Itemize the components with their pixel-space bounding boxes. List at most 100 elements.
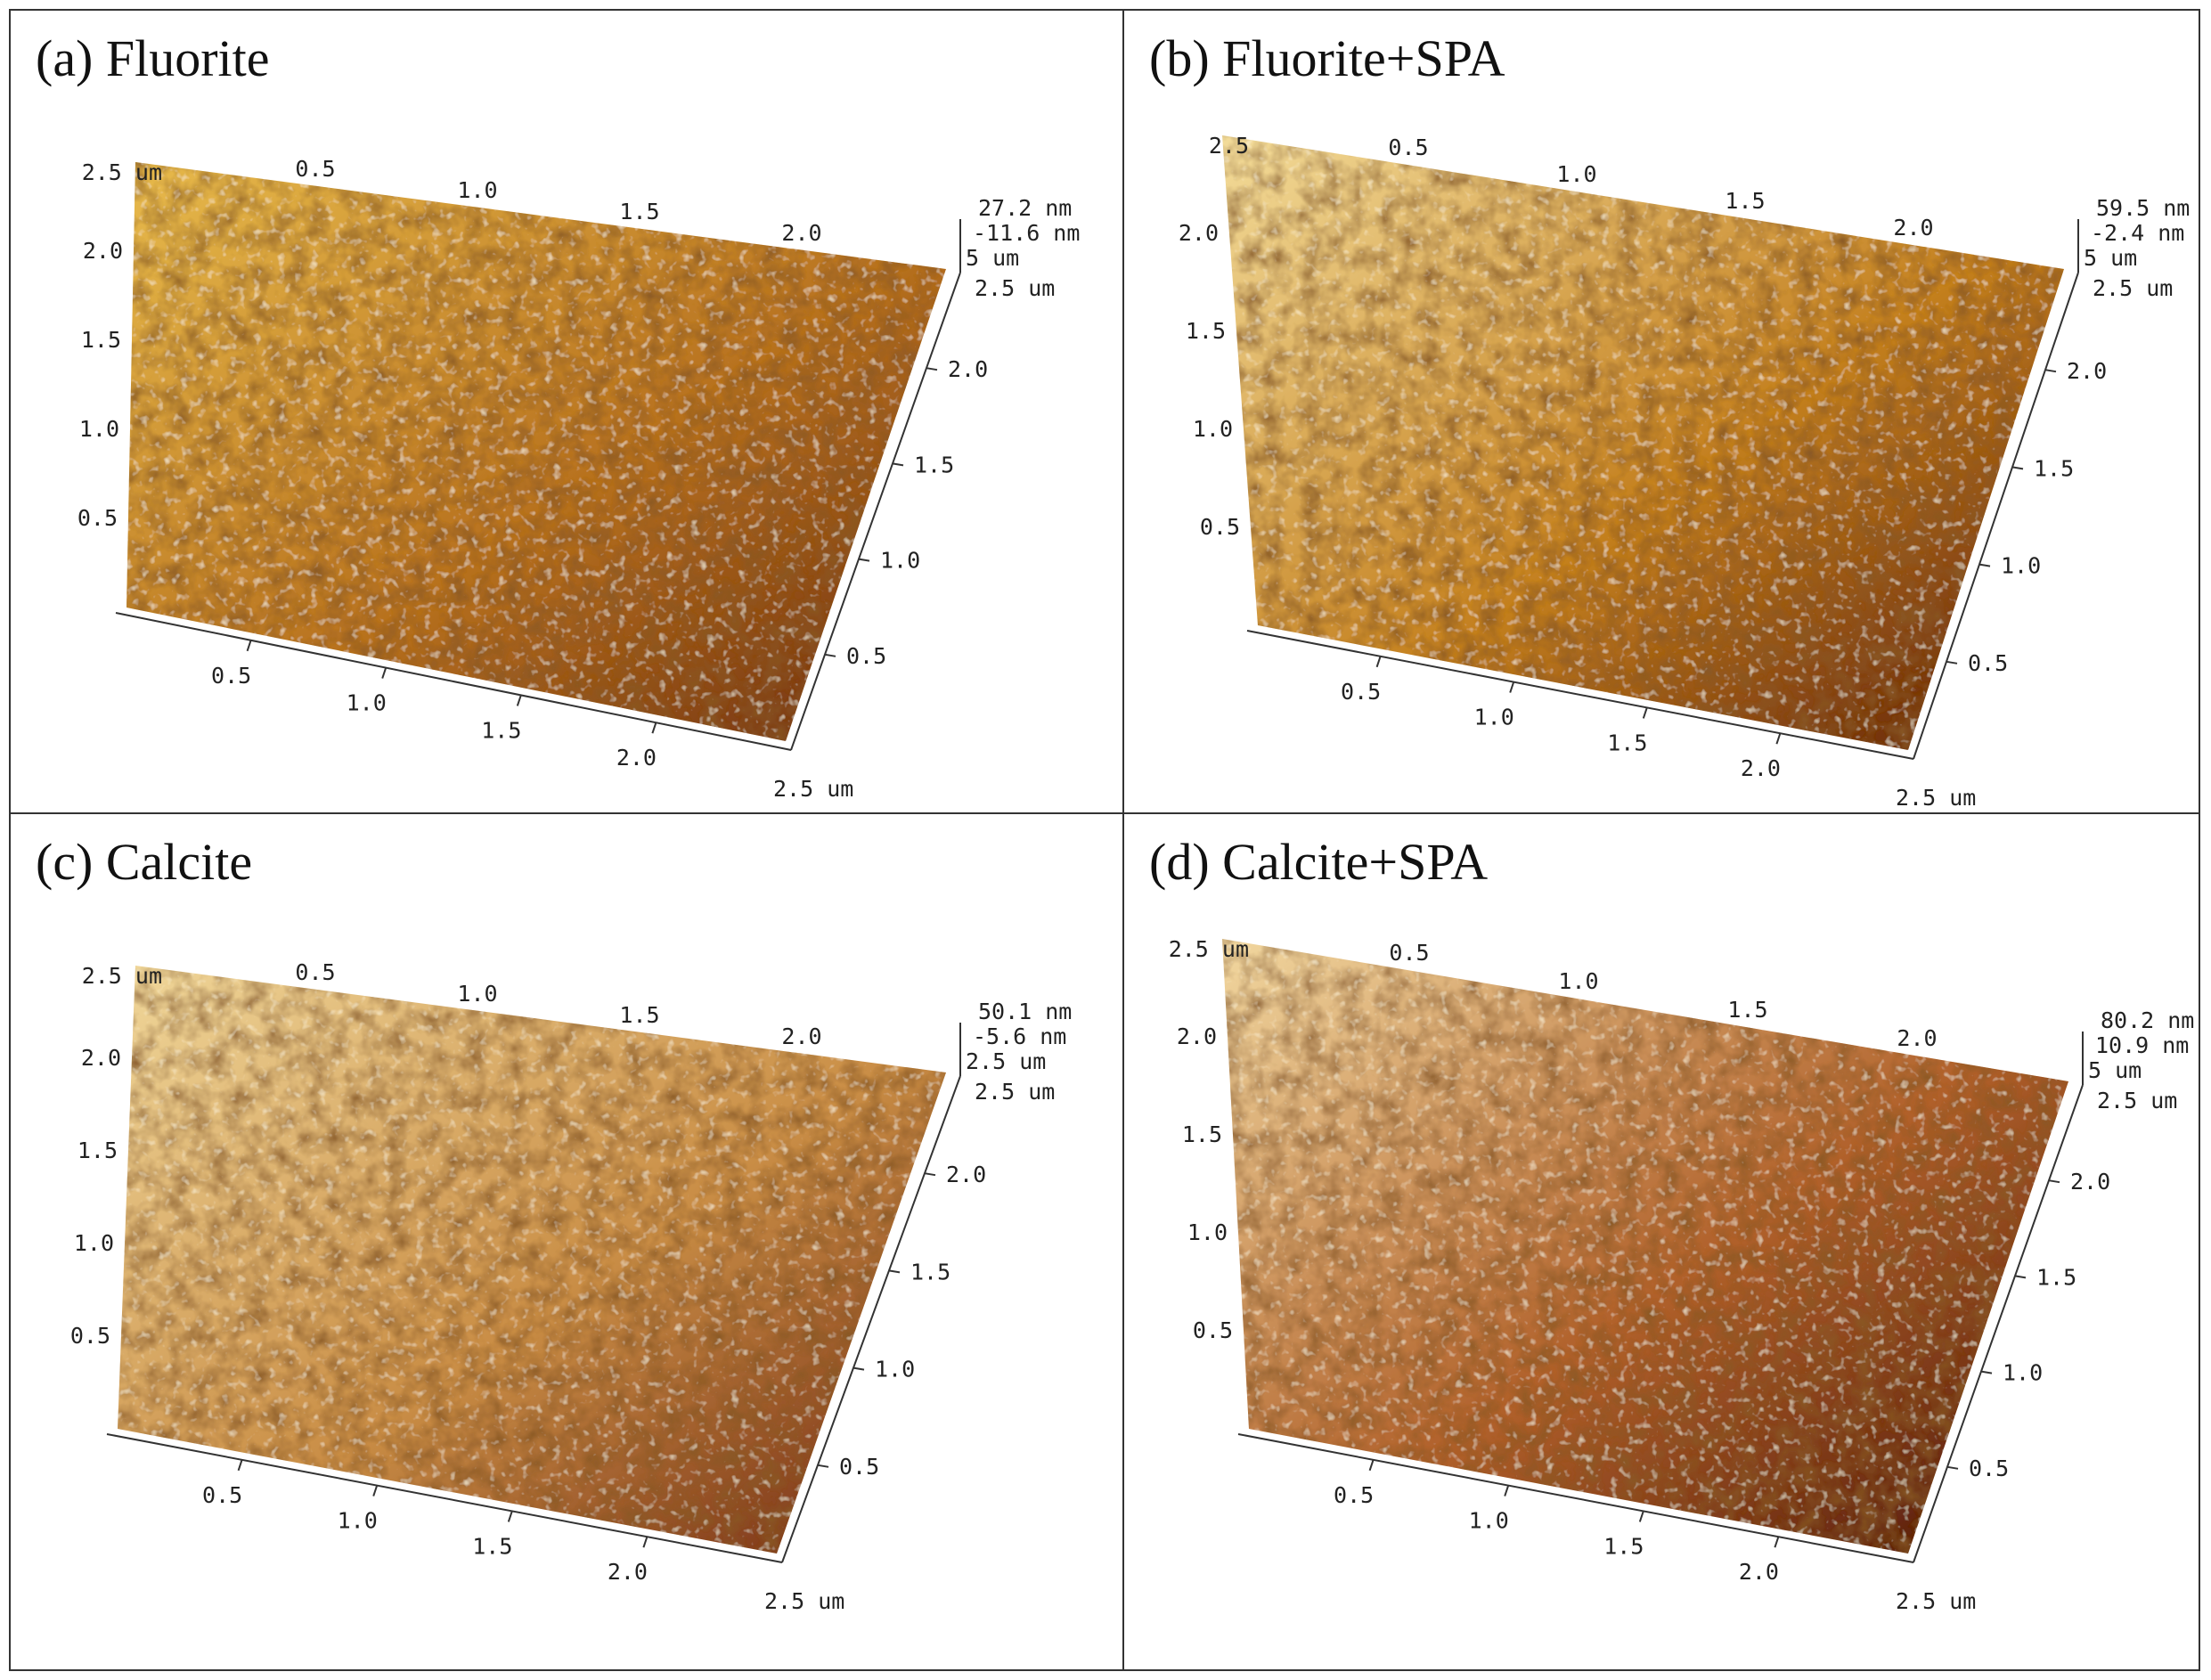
axes bbox=[115, 219, 961, 751]
axes bbox=[1237, 1032, 2084, 1563]
z-min-label: 10.9 nm bbox=[2095, 1032, 2189, 1058]
afm-surface-c: 0.5 1.0 1.5 2.0 2.5 um 2.0 1.5 1.0 0.5 50.1 nm-5.… bbox=[70, 959, 1073, 1614]
x-tick-label: 1.5 bbox=[472, 1533, 512, 1559]
x-tick-label: 1.0 bbox=[1474, 705, 1514, 730]
top-tick-label: 1.5 bbox=[1727, 997, 1767, 1023]
left-tick-label: 1.5 bbox=[78, 1138, 118, 1163]
panel-c-title: (c) Calcite bbox=[36, 833, 253, 891]
left-tick-label: 2.0 bbox=[81, 1045, 121, 1071]
y-tick-label: 1.5 bbox=[914, 452, 954, 477]
corner-label: 2.5 um bbox=[2093, 275, 2173, 301]
top-left-label: 2.5 bbox=[1209, 133, 1249, 159]
z-max-label: 27.2 nm bbox=[978, 195, 1072, 221]
y-tick-label: 1.5 bbox=[2034, 455, 2074, 481]
top-tick-label: 0.5 bbox=[295, 156, 335, 182]
z-max-label: 50.1 nm bbox=[978, 999, 1072, 1024]
top-tick-label: 1.5 bbox=[619, 199, 659, 224]
left-tick-label: 0.5 bbox=[70, 1323, 110, 1349]
x-tick-label: 1.5 bbox=[1603, 1533, 1644, 1559]
left-tick-label: 1.5 bbox=[1186, 318, 1226, 344]
axes bbox=[106, 1023, 961, 1563]
figure-frame: 0.5 1.0 1.5 2.0 2.5 um 2.0 1.5 1.0 0.5 27.2 nm -11… bbox=[9, 9, 2200, 1671]
top-left-label: 2.5 um bbox=[82, 159, 162, 185]
surface-texture bbox=[126, 162, 946, 741]
corner-label: 2.5 um bbox=[975, 275, 1055, 301]
x-axis-end-label: 2.5 um bbox=[773, 776, 853, 802]
left-tick-label: 2.0 bbox=[1177, 1023, 1217, 1049]
y-tick-label: 0.5 bbox=[1969, 1456, 2009, 1481]
x-tick-label: 2.0 bbox=[608, 1559, 648, 1585]
left-tick-label: 0.5 bbox=[1193, 1317, 1233, 1343]
afm-surface-a: 0.5 1.0 1.5 2.0 2.5 um 2.0 1.5 1.0 0.5 27.2 nm-11… bbox=[78, 156, 1081, 802]
top-tick-label: 0.5 bbox=[1388, 135, 1428, 160]
left-tick-label: 1.0 bbox=[1193, 416, 1233, 442]
x-tick-label: 2.0 bbox=[1739, 1559, 1779, 1585]
afm-surface-d: 0.5 1.0 1.5 2.0 2.5 um 2.0 1.5 1.0 0.5 80.2 nm10.… bbox=[1169, 936, 2195, 1614]
horizontal-divider bbox=[11, 812, 2199, 814]
y-tick-label: 2.0 bbox=[946, 1162, 986, 1187]
top-tick-label: 2.0 bbox=[781, 220, 821, 246]
x-tick-label: 0.5 bbox=[1341, 679, 1381, 705]
z-unit-label: 5 um bbox=[2084, 245, 2137, 271]
x-tick-label: 1.5 bbox=[1607, 730, 1647, 755]
top-tick-label: 2.0 bbox=[1897, 1025, 1937, 1051]
left-tick-label: 2.0 bbox=[1179, 220, 1219, 246]
top-left-label: 2.5 um bbox=[82, 963, 162, 989]
z-max-label: 59.5 nm bbox=[2096, 195, 2190, 221]
left-tick-label: 0.5 bbox=[1200, 514, 1240, 540]
x-tick-label: 1.0 bbox=[347, 690, 387, 716]
top-tick-label: 2.0 bbox=[1893, 215, 1933, 241]
panel-b: 0.5 1.0 1.5 2.0 2.5 um 2.0 1.5 1.0 0.5 59.5 nm -2.… bbox=[1124, 11, 2211, 811]
top-tick-label: 1.5 bbox=[1725, 188, 1765, 214]
panel-d: 0.5 1.0 1.5 2.0 2.5 um 2.0 1.5 1.0 0.5 80.2 nm 10.… bbox=[1124, 814, 2211, 1614]
y-tick-label: 0.5 bbox=[839, 1454, 879, 1480]
x-tick-label: 0.5 bbox=[202, 1482, 242, 1508]
left-tick-label: 1.5 bbox=[1182, 1121, 1222, 1147]
z-max-label: 80.2 nm bbox=[2101, 1007, 2194, 1033]
corner-label: 2.5 um bbox=[2097, 1088, 2177, 1113]
left-tick-label: 0.5 bbox=[78, 505, 118, 531]
y-tick-label: 1.5 bbox=[2036, 1264, 2076, 1290]
x-axis-end-label: 2.5 um bbox=[764, 1588, 844, 1614]
y-tick-label: 0.5 bbox=[846, 643, 886, 669]
left-tick-label: 1.0 bbox=[1187, 1219, 1228, 1245]
x-tick-label: 2.0 bbox=[1741, 755, 1781, 781]
afm-surface-b: 0.5 1.0 1.5 2.0 2.5 um 2.0 1.5 1.0 0.5 59.5 nm-2.… bbox=[1179, 133, 2191, 811]
y-tick-label: 1.0 bbox=[2003, 1360, 2043, 1386]
left-tick-label: 1.5 bbox=[81, 327, 121, 353]
z-unit-label: 5 um bbox=[966, 245, 1019, 271]
left-tick-label: 1.0 bbox=[79, 416, 119, 442]
top-tick-label: 1.0 bbox=[1558, 968, 1598, 994]
z-unit-label: 5 um bbox=[2088, 1057, 2142, 1083]
y-tick-label: 1.0 bbox=[2001, 553, 2041, 579]
y-tick-label: 1.0 bbox=[875, 1357, 915, 1382]
x-tick-label: 2.0 bbox=[616, 745, 657, 771]
top-left-label: 2.5 um bbox=[1169, 936, 1249, 962]
z-min-label: -11.6 nm bbox=[973, 220, 1080, 246]
z-unit-label: 2.5 um bbox=[966, 1048, 1046, 1074]
surface-texture bbox=[1222, 135, 2064, 750]
y-tick-label: 2.0 bbox=[2067, 358, 2107, 384]
vertical-divider bbox=[1122, 11, 1124, 1669]
y-tick-label: 0.5 bbox=[1968, 650, 2008, 676]
panel-b-title: (b) Fluorite+SPA bbox=[1149, 29, 1505, 87]
x-tick-label: 1.0 bbox=[1469, 1508, 1509, 1534]
z-min-label: -2.4 nm bbox=[2091, 220, 2184, 246]
y-tick-label: 1.5 bbox=[910, 1259, 950, 1284]
x-tick-label: 0.5 bbox=[211, 663, 251, 689]
y-tick-label: 2.0 bbox=[2070, 1169, 2110, 1195]
panel-a: 0.5 1.0 1.5 2.0 2.5 um 2.0 1.5 1.0 0.5 27.2 nm -11… bbox=[11, 11, 1121, 811]
panel-c: 0.5 1.0 1.5 2.0 2.5 um 2.0 1.5 1.0 0.5 50.1 nm -5.… bbox=[11, 814, 1121, 1614]
y-tick-label: 1.0 bbox=[880, 548, 920, 574]
top-tick-label: 1.5 bbox=[619, 1002, 659, 1028]
top-tick-label: 1.0 bbox=[457, 981, 497, 1007]
left-tick-label: 2.0 bbox=[83, 238, 123, 264]
x-tick-label: 0.5 bbox=[1334, 1482, 1374, 1508]
top-tick-label: 0.5 bbox=[295, 959, 335, 985]
top-tick-label: 1.0 bbox=[457, 177, 497, 203]
surface-texture bbox=[1222, 939, 2068, 1554]
z-min-label: -5.6 nm bbox=[973, 1023, 1066, 1049]
surface-texture bbox=[118, 966, 946, 1554]
x-tick-label: 1.5 bbox=[481, 717, 521, 743]
panel-d-title: (d) Calcite+SPA bbox=[1149, 833, 1489, 891]
